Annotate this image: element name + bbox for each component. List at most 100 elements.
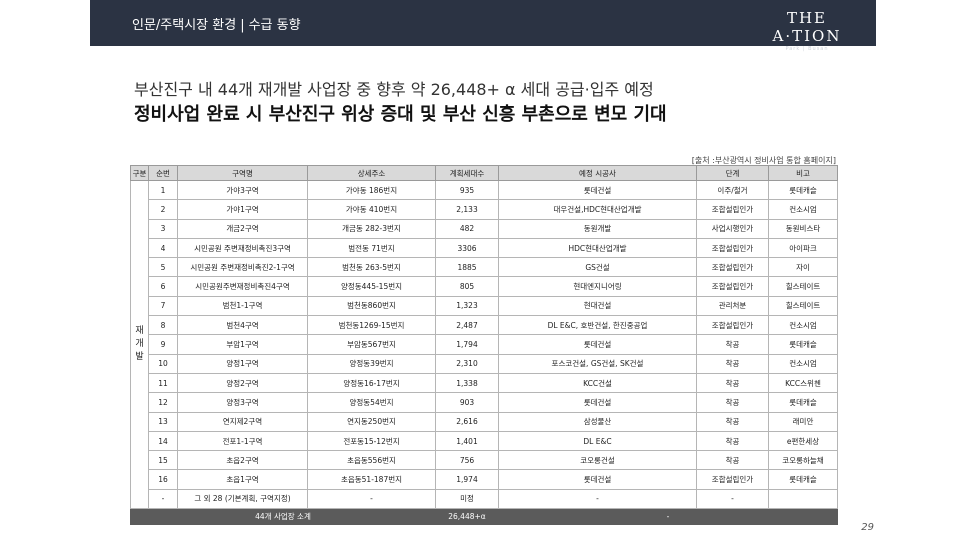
cell-units: 1885 <box>435 257 499 278</box>
cell-zone: 초읍1구역 <box>177 469 308 490</box>
cell-stage: 관리처분 <box>696 295 769 317</box>
cell-stage: 조합설립인가 <box>696 276 769 297</box>
table-row: -그 외 28 (기본계획, 구역지정) - 미정 - - <box>131 488 838 510</box>
cell-zone: 전포1-1구역 <box>177 430 308 452</box>
cell-address: 범천동1269-15번지 <box>307 315 436 336</box>
column-header: 상세주소 <box>307 165 436 181</box>
cell-note: 롯데캐슬 <box>768 179 838 201</box>
cell-builder: 현대건설 <box>498 295 697 317</box>
cell-units: 805 <box>435 276 499 297</box>
cell-units: 1,974 <box>435 469 499 490</box>
cell-builder: GS건설 <box>498 257 697 278</box>
cell-units: 2,133 <box>435 199 499 220</box>
cell-note: 래미안 <box>768 411 838 432</box>
cell-no: 11 <box>148 372 178 394</box>
cell-stage: 착공 <box>696 450 769 471</box>
breadcrumb-separator: | <box>240 18 245 33</box>
cell-stage: 착공 <box>696 353 769 374</box>
cell-note: 롯데캐슬 <box>768 469 838 490</box>
cell-no: 2 <box>148 199 178 220</box>
cell-note: 코오롱하늘채 <box>768 450 838 471</box>
cell-builder: DL E&C <box>498 430 697 452</box>
cell-note: 아이파크 <box>768 237 838 259</box>
cell-builder: KCC건설 <box>498 372 697 394</box>
breadcrumb: 인문/주택시장 환경 | 수급 동향 <box>132 14 301 33</box>
total-units: 26,448+α <box>435 508 499 526</box>
table-body: 재 개 발 1 가야3구역 가야동 186번지 935 롯데건설 이주/철거 롯데캐슬 2 가야1구역… <box>130 179 838 526</box>
table-row: 8 범천4구역 범천동1269-15번지 2,487 DL E&C, 호반건설, 한진중… <box>131 315 838 336</box>
total-label: 44개 사업장 소계 <box>130 508 436 526</box>
cell-zone: 개금2구역 <box>177 218 308 239</box>
cell-builder: 포스코건설, GS건설, SK건설 <box>498 353 697 374</box>
table-row: 15 초읍2구역 초읍동556번지 756 코오롱건설 착공 코오롱하늘채 <box>131 450 838 471</box>
cell-no: 14 <box>148 430 178 452</box>
cell-stage: 착공 <box>696 392 769 413</box>
brand-tagline: Park | Busan <box>785 46 829 52</box>
cell-stage: 조합설립인가 <box>696 469 769 490</box>
cell-no: 8 <box>148 315 178 336</box>
breadcrumb-subsection: 수급 동향 <box>248 18 301 33</box>
cell-address: 초읍동51-187번지 <box>307 469 436 490</box>
cell-no: - <box>148 488 178 510</box>
cell-builder: 롯데건설 <box>498 392 697 413</box>
cell-zone: 범천4구역 <box>177 315 308 336</box>
table-row: 16 초읍1구역 초읍동51-187번지 1,974 롯데건설 조합설립인가 롯데캐슬 <box>131 469 838 490</box>
cell-no: 15 <box>148 450 178 471</box>
cell-builder: 현대엔지니어링 <box>498 276 697 297</box>
cell-note: 자이 <box>768 257 838 278</box>
cell-builder: HDC현대산업개발 <box>498 237 697 259</box>
cell-address: - <box>307 488 436 510</box>
cell-builder: 롯데건설 <box>498 334 697 355</box>
cell-zone: 시민공원주변재정비촉진4구역 <box>177 276 308 297</box>
column-header: 예정 시공사 <box>498 165 697 181</box>
cell-address: 초읍동556번지 <box>307 450 436 471</box>
cell-note: 롯데캐슬 <box>768 334 838 355</box>
cell-stage: 착공 <box>696 430 769 452</box>
cell-address: 부암동567번지 <box>307 334 436 355</box>
breadcrumb-section: 인문/주택시장 환경 <box>132 18 237 33</box>
cell-units: 1,323 <box>435 295 499 317</box>
cell-zone: 가야1구역 <box>177 199 308 220</box>
header-bar <box>90 0 876 46</box>
brand-logo: THE A·TION Park | Busan <box>752 9 862 52</box>
cell-builder: 롯데건설 <box>498 469 697 490</box>
cell-stage: 사업시행인가 <box>696 218 769 239</box>
cell-note: KCC스위첸 <box>768 372 838 394</box>
cell-builder: - <box>498 488 697 510</box>
table-row: 12 양정3구역 양정동54번지 903 롯데건설 착공 롯데캐슬 <box>131 392 838 413</box>
table-row: 14 전포1-1구역 전포동15-12번지 1,401 DL E&C 착공 e편한세상 <box>131 430 838 452</box>
cell-note: 힐스테이트 <box>768 295 838 317</box>
cell-zone: 시민공원 주변재정비촉진2-1구역 <box>177 257 308 278</box>
cell-stage: 이주/철거 <box>696 179 769 201</box>
cell-units: 1,401 <box>435 430 499 452</box>
cell-zone: 초읍2구역 <box>177 450 308 471</box>
cell-no: 7 <box>148 295 178 317</box>
cell-address: 전포동15-12번지 <box>307 430 436 452</box>
cell-stage: 착공 <box>696 372 769 394</box>
cell-note: 컨소시엄 <box>768 315 838 336</box>
cell-address: 개금동 282-3번지 <box>307 218 436 239</box>
table-row: 10 양정1구역 양정동39번지 2,310 포스코건설, GS건설, SK건설 착공 컨소… <box>131 353 838 374</box>
headline: 부산진구 내 44개 재개발 사업장 중 향후 약 26,448+ α 세대 공… <box>134 80 654 99</box>
cell-address: 양정동39번지 <box>307 353 436 374</box>
cell-zone: 연지제2구역 <box>177 411 308 432</box>
cell-units: 903 <box>435 392 499 413</box>
cell-units: 1,338 <box>435 372 499 394</box>
table-row: 5 시민공원 주변재정비촉진2-1구역 범천동 263-5번지 1885 GS건설 조합설… <box>131 257 838 278</box>
cell-builder: 코오롱건설 <box>498 450 697 471</box>
cell-note: 힐스테이트 <box>768 276 838 297</box>
cell-address: 양정동445-15번지 <box>307 276 436 297</box>
cell-note: e편한세상 <box>768 430 838 452</box>
page-number: 29 <box>861 522 874 533</box>
brand-name: THE A·TION <box>772 9 842 45</box>
cell-units: 935 <box>435 179 499 201</box>
cell-units: 2,487 <box>435 315 499 336</box>
cell-builder: 삼성물산 <box>498 411 697 432</box>
cell-stage: 조합설립인가 <box>696 315 769 336</box>
table-row: 6 시민공원주변재정비촉진4구역 양정동445-15번지 805 현대엔지니어링 조합설립… <box>131 276 838 297</box>
cell-stage: 착공 <box>696 411 769 432</box>
cell-stage: 착공 <box>696 334 769 355</box>
subheadline: 정비사업 완료 시 부산진구 위상 증대 및 부산 신흥 부촌으로 변모 기대 <box>134 104 667 125</box>
cell-address: 양정동54번지 <box>307 392 436 413</box>
